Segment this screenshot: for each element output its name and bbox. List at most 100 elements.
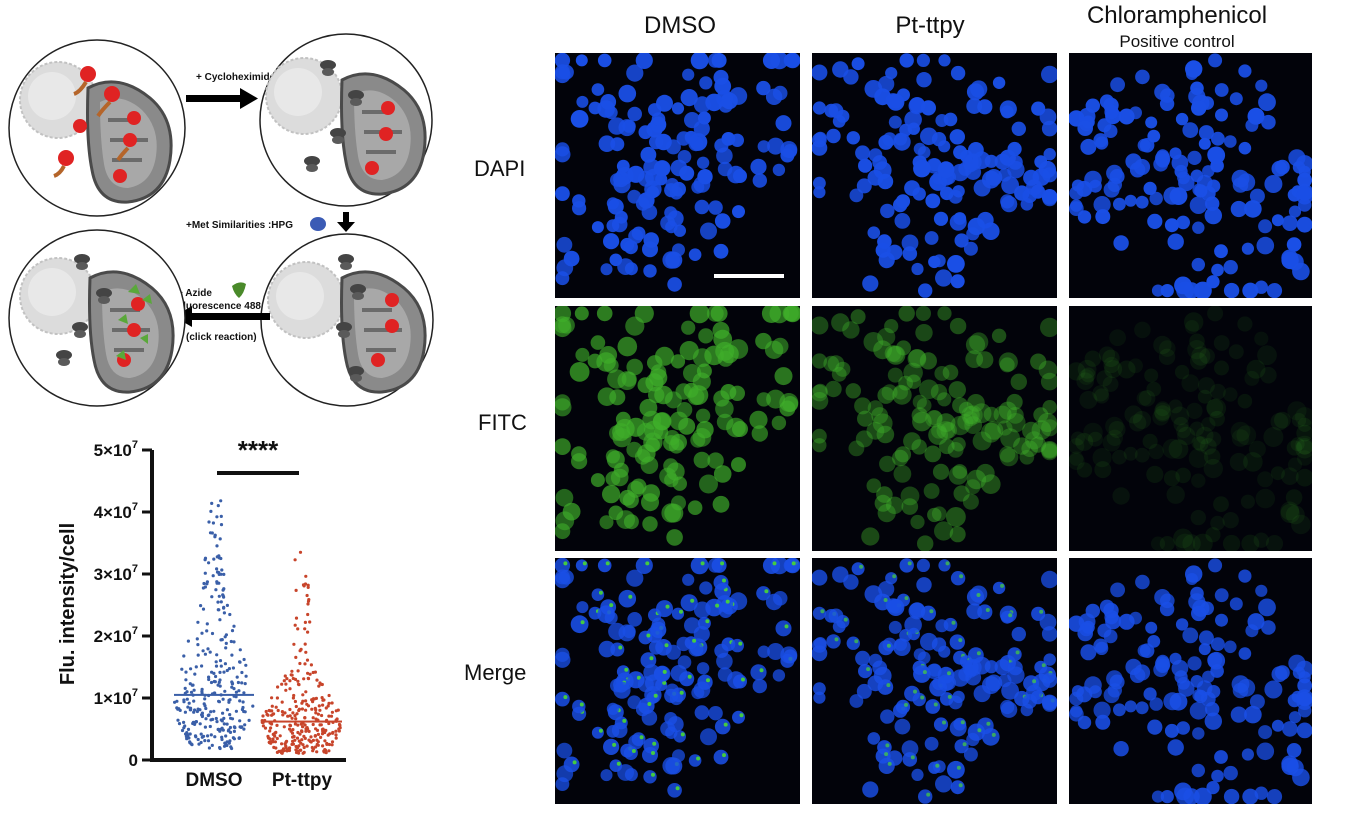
data-point bbox=[314, 727, 318, 731]
data-point bbox=[211, 521, 215, 525]
data-point bbox=[315, 742, 319, 747]
data-point bbox=[310, 707, 314, 711]
row-label-dapi: DAPI bbox=[474, 156, 526, 181]
data-point bbox=[206, 647, 210, 651]
data-point bbox=[290, 669, 294, 673]
data-point bbox=[321, 698, 325, 702]
data-point bbox=[280, 710, 284, 714]
data-point bbox=[214, 716, 218, 721]
y-tick-mark bbox=[142, 510, 152, 514]
data-point bbox=[176, 718, 180, 722]
data-point bbox=[302, 677, 306, 681]
data-point bbox=[221, 697, 225, 701]
data-point bbox=[200, 711, 204, 715]
micrograph-merge-1 bbox=[555, 558, 800, 804]
significance-stars: **** bbox=[238, 435, 279, 465]
data-point bbox=[184, 732, 188, 736]
data-point bbox=[304, 699, 308, 703]
data-point bbox=[240, 707, 244, 712]
data-point bbox=[218, 537, 222, 541]
data-point bbox=[306, 612, 310, 617]
data-point bbox=[313, 706, 317, 710]
data-point bbox=[230, 653, 234, 657]
data-point bbox=[205, 622, 209, 626]
data-point bbox=[330, 710, 334, 714]
data-point bbox=[186, 727, 191, 732]
data-point bbox=[180, 667, 184, 671]
y-tick-label-1: 1×107 bbox=[94, 687, 138, 708]
data-point bbox=[198, 708, 202, 712]
data-point bbox=[222, 587, 226, 591]
y-tick-mark bbox=[142, 448, 152, 452]
data-point bbox=[261, 714, 265, 718]
data-point bbox=[201, 649, 205, 653]
y-tick-mark bbox=[142, 634, 152, 638]
data-point bbox=[298, 661, 302, 666]
data-point bbox=[227, 700, 231, 704]
data-point bbox=[229, 716, 233, 720]
data-point bbox=[268, 737, 272, 741]
row-label-fitc: FITC bbox=[478, 410, 527, 435]
data-point bbox=[182, 726, 186, 730]
data-point bbox=[293, 623, 297, 627]
data-point bbox=[285, 749, 289, 753]
data-point bbox=[203, 558, 207, 562]
data-point bbox=[188, 682, 192, 686]
data-point bbox=[305, 726, 309, 730]
data-point bbox=[228, 612, 232, 617]
data-point bbox=[330, 701, 334, 705]
data-point bbox=[212, 557, 216, 561]
data-point bbox=[298, 732, 302, 736]
data-point bbox=[307, 738, 311, 742]
data-point bbox=[232, 729, 236, 734]
data-point bbox=[308, 672, 312, 676]
data-point bbox=[304, 708, 308, 712]
data-point bbox=[196, 653, 200, 657]
data-point bbox=[182, 720, 186, 725]
data-point bbox=[241, 700, 245, 704]
data-point bbox=[306, 671, 310, 675]
data-point bbox=[225, 722, 229, 726]
data-point bbox=[200, 664, 204, 668]
data-point bbox=[228, 730, 233, 735]
data-point bbox=[202, 734, 206, 738]
cell-click-labeled bbox=[8, 229, 186, 407]
data-point bbox=[293, 722, 297, 726]
data-point bbox=[236, 680, 240, 685]
step-3-label-c: (click reaction) bbox=[186, 332, 257, 343]
data-point bbox=[221, 728, 225, 732]
data-point bbox=[219, 638, 223, 642]
data-point bbox=[202, 702, 206, 706]
y-tick-mark bbox=[142, 696, 152, 700]
data-point bbox=[218, 678, 222, 682]
data-point bbox=[290, 716, 294, 720]
median-line-pt-ttpy bbox=[262, 720, 342, 723]
data-point bbox=[327, 693, 331, 698]
data-point bbox=[334, 709, 338, 713]
data-point bbox=[330, 740, 335, 744]
data-point bbox=[280, 750, 284, 754]
y-tick-label-0: 0 bbox=[129, 751, 138, 770]
data-point bbox=[303, 723, 307, 727]
column-label-pt-ttpy: Pt-ttpy bbox=[895, 12, 965, 39]
data-point bbox=[216, 600, 220, 604]
data-point bbox=[193, 672, 197, 676]
data-point bbox=[288, 707, 292, 712]
data-point bbox=[203, 725, 207, 729]
data-point bbox=[283, 674, 287, 678]
data-point bbox=[328, 732, 332, 736]
data-point bbox=[192, 710, 196, 714]
data-point bbox=[327, 714, 331, 718]
scale-bar bbox=[714, 274, 784, 278]
y-tick-label-5: 5×107 bbox=[94, 439, 138, 460]
data-point bbox=[225, 668, 229, 673]
data-point bbox=[234, 709, 238, 713]
data-point bbox=[184, 670, 188, 674]
data-point bbox=[302, 745, 306, 750]
data-point bbox=[324, 706, 328, 710]
data-point bbox=[209, 680, 214, 685]
data-point bbox=[273, 740, 277, 744]
data-point bbox=[199, 732, 203, 736]
data-point bbox=[217, 571, 221, 575]
data-point bbox=[293, 714, 297, 718]
